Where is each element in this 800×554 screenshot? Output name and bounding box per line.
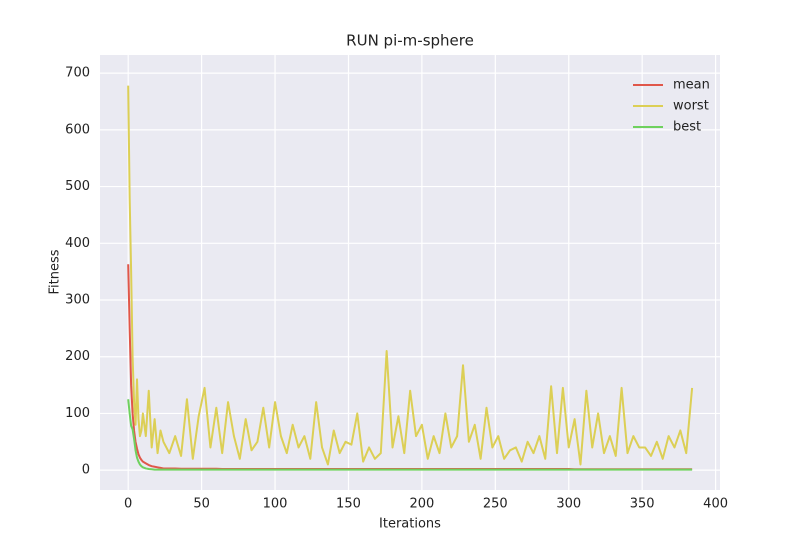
- x-axis-label: Iterations: [379, 517, 441, 532]
- x-tick-label: 0: [124, 497, 132, 512]
- legend-label: mean: [673, 78, 710, 93]
- y-tick-label: 300: [65, 293, 90, 308]
- y-tick-label: 500: [65, 179, 90, 194]
- plot-area: [100, 55, 720, 490]
- x-tick-label: 300: [556, 497, 581, 512]
- x-tick-label: 400: [703, 497, 728, 512]
- legend-label: worst: [673, 99, 709, 114]
- y-tick-label: 200: [65, 349, 90, 364]
- y-tick-label: 700: [65, 66, 90, 81]
- x-tick-label: 100: [263, 497, 288, 512]
- y-tick-label: 600: [65, 122, 90, 137]
- x-tick-label: 50: [193, 497, 210, 512]
- series-line: [127, 399, 693, 471]
- x-tick-label: 350: [630, 497, 655, 512]
- y-tick-label: 0: [82, 463, 90, 478]
- x-tick-label: 200: [409, 497, 434, 512]
- x-tick-label: 150: [336, 497, 361, 512]
- series-line: [127, 85, 694, 466]
- y-tick-label: 400: [65, 236, 90, 251]
- legend-label: best: [673, 120, 701, 135]
- chart-title: RUN pi-m-sphere: [346, 32, 474, 50]
- y-tick-label: 100: [65, 406, 90, 421]
- y-axis-label: Fitness: [48, 249, 63, 294]
- x-tick-label: 250: [483, 497, 508, 512]
